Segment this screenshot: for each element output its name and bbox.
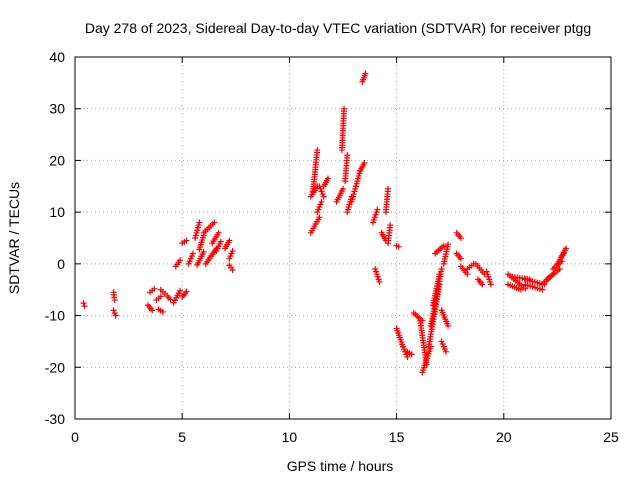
x-axis-label: GPS time / hours [287, 458, 394, 474]
data-point-marker [177, 257, 184, 264]
data-point-marker [183, 237, 190, 244]
data-point-marker [395, 243, 402, 250]
plot-frame [74, 56, 612, 420]
data-point-marker [189, 250, 196, 257]
data-point-marker [167, 296, 174, 303]
y-tick-label: 30 [49, 101, 65, 117]
y-tick-label: -30 [45, 411, 65, 427]
data-point-marker [376, 278, 383, 285]
chart-title: Day 278 of 2023, Sidereal Day-to-day VTE… [85, 20, 591, 36]
data-point-marker [229, 247, 236, 254]
data-point-marker [314, 147, 321, 154]
data-point-marker [539, 286, 546, 293]
data-point-marker [324, 175, 331, 182]
data-point-marker [385, 185, 392, 192]
data-point-marker [404, 353, 411, 360]
data-point-marker [217, 238, 224, 245]
data-point-marker [487, 281, 494, 288]
data-point-marker [318, 198, 325, 205]
data-point-marker [149, 307, 156, 314]
data-point-marker [215, 229, 222, 236]
data-point-marker [229, 267, 236, 274]
x-tick-label: 25 [603, 429, 619, 445]
data-point-marker [320, 193, 327, 200]
x-tick-label: 5 [178, 429, 186, 445]
data-point-marker [200, 248, 207, 255]
y-axis-label: SDTVAR / TECUs [6, 182, 22, 294]
data-point-marker [340, 185, 346, 192]
data-point-marker [81, 303, 88, 310]
data-point-marker [157, 293, 164, 300]
data-point-marker [341, 105, 348, 112]
y-tick-label: 20 [49, 152, 65, 168]
x-tick-label: 0 [71, 429, 79, 445]
data-point-marker [177, 287, 184, 294]
data-point-marker [445, 241, 452, 248]
data-point-marker [196, 219, 203, 226]
data-point-marker [464, 271, 471, 278]
data-point-marker [440, 242, 447, 249]
y-tick-label: 40 [49, 49, 65, 65]
data-point-marker [211, 219, 218, 226]
data-point-marker [151, 285, 158, 292]
data-point-marker [226, 237, 233, 244]
data-point-marker [517, 286, 524, 293]
data-point-marker [112, 312, 119, 319]
data-point-marker [442, 348, 449, 355]
data-point-marker [361, 160, 368, 167]
data-point-marker [344, 152, 351, 159]
data-point-marker [445, 322, 452, 329]
data-point-marker [556, 266, 563, 273]
data-point-marker [457, 235, 464, 241]
data-point-marker [80, 300, 87, 307]
data-point-marker [562, 245, 569, 252]
tick-layer: 0 5 10 15 20 25 -30 -20 -10 0 10 20 30 40 [45, 49, 619, 445]
x-tick-label: 20 [496, 429, 512, 445]
data-point-marker [479, 281, 486, 288]
marks-layer [80, 70, 569, 376]
y-tick-label: 10 [49, 204, 65, 220]
data-point-marker [408, 351, 415, 358]
data-point-marker [159, 308, 166, 315]
data-point-marker [438, 266, 445, 273]
y-tick-label: -10 [45, 308, 65, 324]
x-tick-label: 15 [389, 429, 405, 445]
x-tick-label: 10 [282, 429, 298, 445]
data-point-marker [374, 206, 381, 213]
y-tick-label: -20 [45, 359, 65, 375]
data-point-marker [183, 288, 190, 295]
data-point-marker [457, 255, 464, 262]
data-point-marker [362, 70, 369, 77]
data-point-marker [316, 214, 323, 221]
data-point-marker [436, 271, 443, 278]
data-point-marker [111, 297, 118, 304]
y-tick-label: 0 [57, 256, 65, 272]
data-point-marker [387, 222, 394, 229]
